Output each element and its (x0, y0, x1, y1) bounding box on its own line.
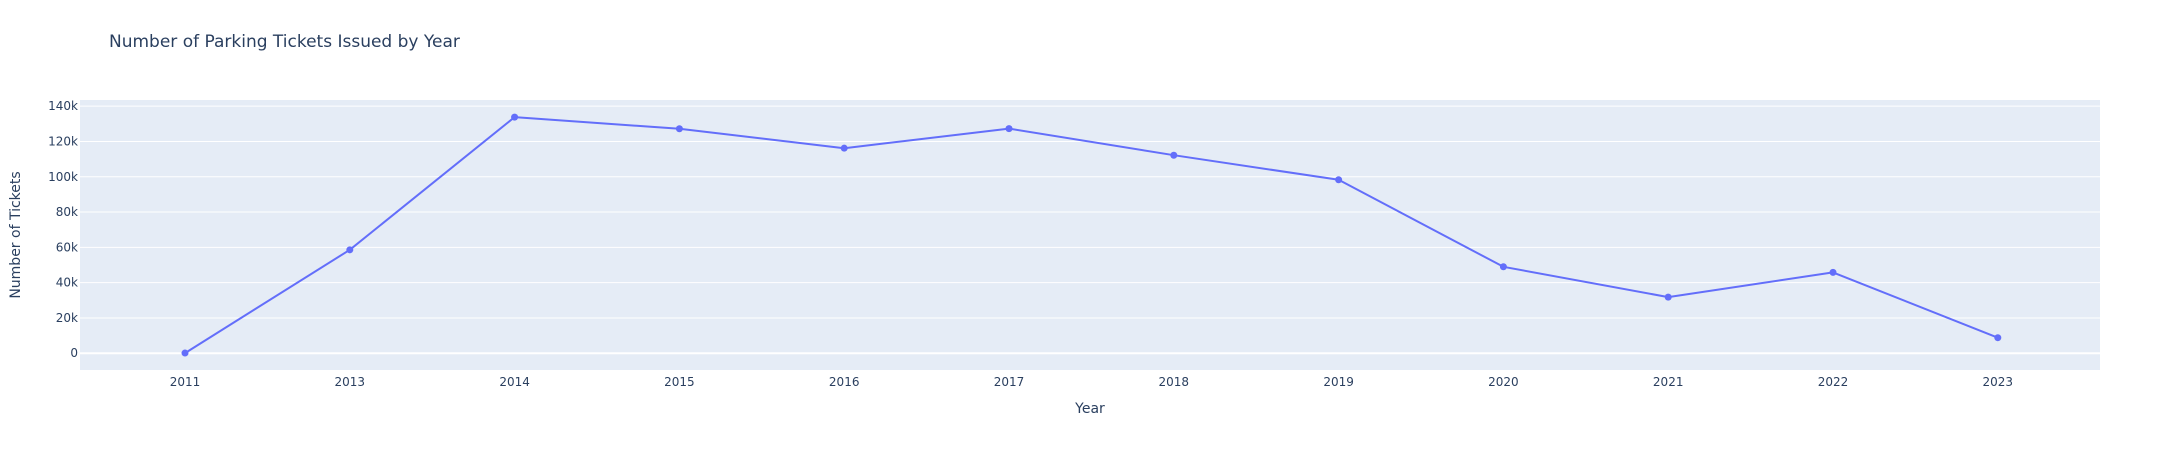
x-tick-label: 2014 (499, 375, 530, 389)
y-tick-label: 40k (56, 276, 78, 290)
data-point (181, 349, 189, 357)
x-tick-label: 2021 (1653, 375, 1684, 389)
data-point (1170, 151, 1178, 159)
x-tick-label: 2019 (1323, 375, 1354, 389)
x-tick-label: 2016 (829, 375, 860, 389)
data-point (1994, 334, 2002, 342)
data-point (1335, 176, 1343, 184)
x-axis-ticks: 2011 2013 2014 2015 2016 2017 2018 2019 2020 2021… (170, 375, 2013, 389)
x-tick-label: 2017 (994, 375, 1025, 389)
series-line (184, 116, 1999, 354)
x-tick-label: 2022 (1818, 375, 1849, 389)
data-point (1664, 293, 1672, 301)
data-point (840, 144, 848, 152)
x-tick-label: 2013 (335, 375, 366, 389)
y-tick-label: 80k (56, 205, 78, 219)
x-tick-label: 2018 (1159, 375, 1190, 389)
y-axis-ticks: 0 20k 40k 60k 80k 100k 120k 140k (48, 99, 78, 360)
data-point (1005, 125, 1013, 133)
x-tick-label: 2023 (1983, 375, 2014, 389)
x-tick-label: 2020 (1488, 375, 1519, 389)
y-tick-label: 20k (56, 311, 78, 325)
x-tick-label: 2011 (170, 375, 201, 389)
chart-title: Number of Parking Tickets Issued by Year (109, 32, 460, 52)
data-point (346, 246, 354, 254)
data-point (675, 125, 683, 133)
plot-area (80, 100, 2100, 370)
data-point (1499, 263, 1507, 271)
x-axis-title: Year (1074, 401, 1105, 417)
data-point (1829, 268, 1837, 276)
data-markers (181, 113, 2002, 357)
y-tick-label: 60k (56, 240, 78, 254)
y-tick-label: 120k (48, 134, 78, 148)
data-point (511, 113, 519, 121)
x-tick-label: 2015 (664, 375, 695, 389)
y-tick-label: 0 (70, 346, 78, 360)
y-tick-label: 140k (48, 99, 78, 113)
y-tick-label: 100k (48, 170, 78, 184)
y-axis-title: Number of Tickets (8, 171, 24, 298)
